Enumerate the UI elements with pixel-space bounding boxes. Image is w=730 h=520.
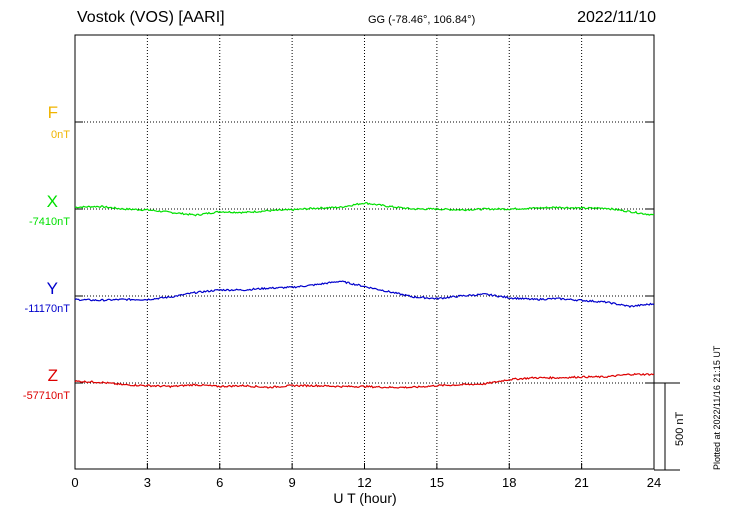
scale-bar-label: 500 nT xyxy=(674,411,686,446)
component-f-base: 0nT xyxy=(51,129,70,141)
date-label: 2022/11/10 xyxy=(577,9,656,26)
component-x-name: X xyxy=(46,192,58,211)
x-tick-label: 9 xyxy=(289,475,296,490)
scale-bar xyxy=(654,382,680,471)
x-tick-label: 24 xyxy=(647,475,661,490)
series-lines xyxy=(74,201,655,389)
station-title: Vostok (VOS) [AARI] xyxy=(77,9,225,26)
component-x-base: -7410nT xyxy=(29,216,70,228)
component-z-base: -57710nT xyxy=(22,390,70,402)
x-tick-label: 12 xyxy=(357,475,371,490)
x-axis-label: U T (hour) xyxy=(333,490,396,506)
x-tick-label: 0 xyxy=(71,475,78,490)
grid xyxy=(75,35,654,469)
x-tick-label: 3 xyxy=(144,475,151,490)
x-tick-label: 18 xyxy=(502,475,516,490)
component-y-base: -11170nT xyxy=(24,303,70,315)
series-line-z xyxy=(74,372,655,389)
plotted-timestamp: Plotted at 2022/11/16 21:15 UT xyxy=(712,345,722,470)
coordinates-label: GG (-78.46°, 106.84°) xyxy=(368,14,476,26)
series-line-x xyxy=(74,201,655,217)
series-line-y xyxy=(74,280,655,308)
x-tick-label: 15 xyxy=(430,475,444,490)
component-y-name: Y xyxy=(46,279,58,298)
x-tick-label: 21 xyxy=(574,475,588,490)
x-ticks: 0 3 6 9 12 15 18 21 24 xyxy=(71,463,661,490)
component-f-name: F xyxy=(47,103,58,122)
component-z-name: Z xyxy=(47,366,58,385)
x-tick-label: 6 xyxy=(216,475,223,490)
